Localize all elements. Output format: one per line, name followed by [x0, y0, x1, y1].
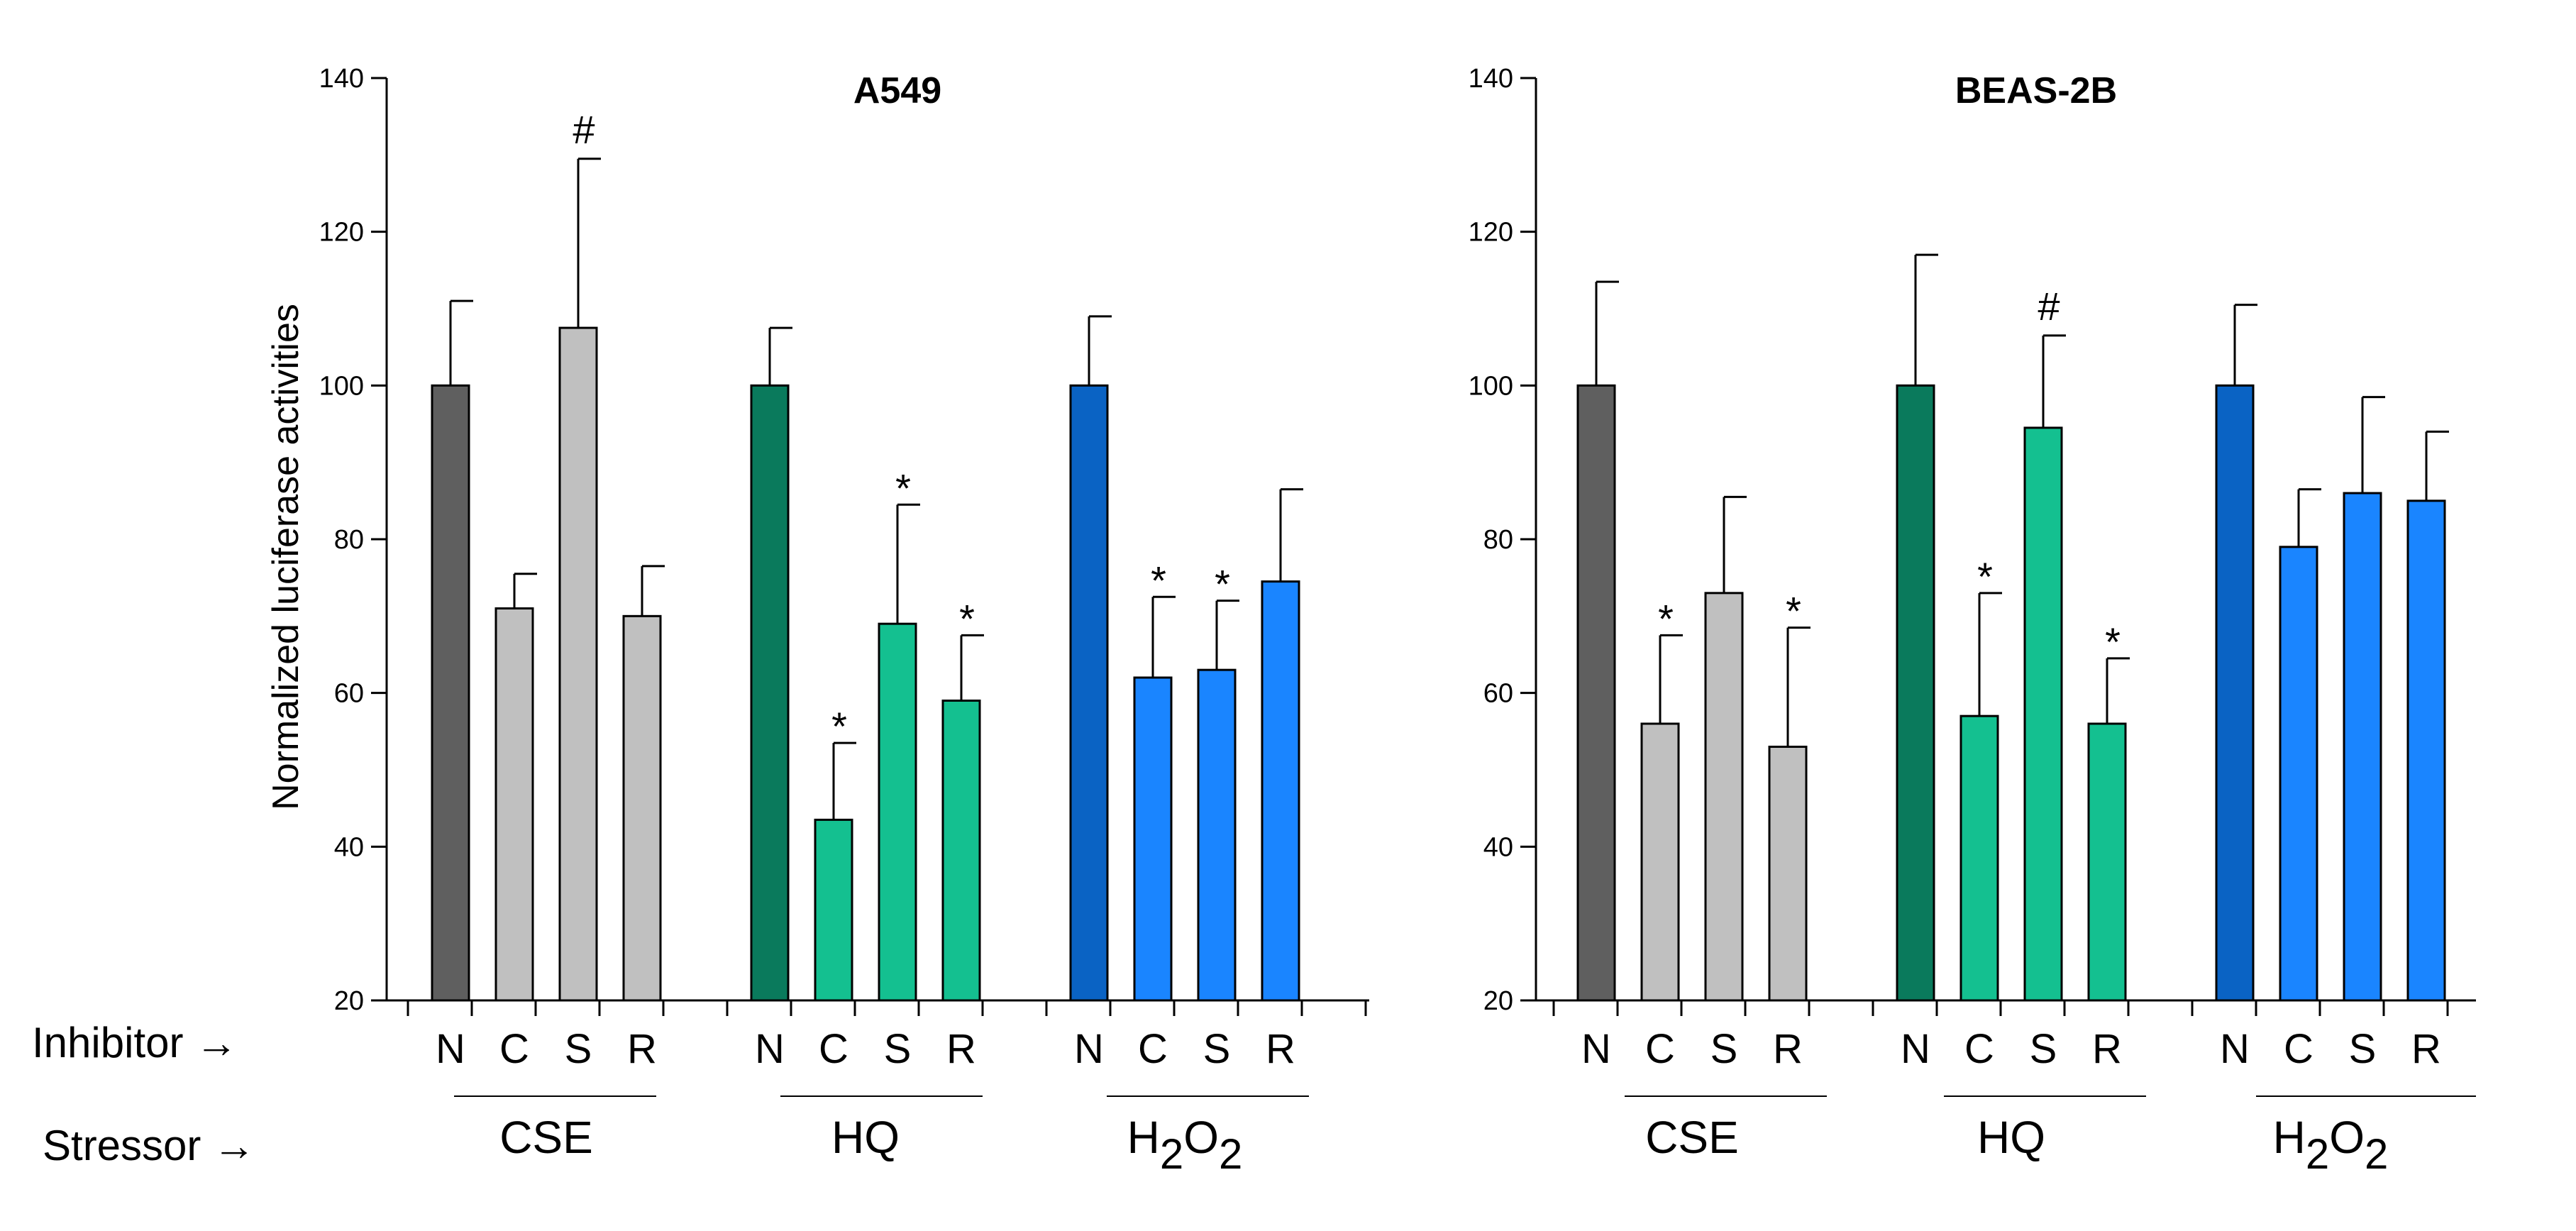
- significance-star: *: [2105, 619, 2121, 664]
- group-label-part: HQ: [1977, 1112, 2045, 1163]
- significance-star: *: [959, 596, 975, 641]
- bar-cse-r: [622, 614, 662, 1002]
- bar-hq-n: [750, 384, 790, 1002]
- group-label-part: O: [2329, 1112, 2365, 1163]
- x-category-label: R: [1773, 1026, 1803, 1072]
- group-label-part: O: [1183, 1112, 1219, 1163]
- y-tick-label: 100: [1469, 371, 1513, 401]
- x-category-label: S: [1710, 1026, 1738, 1072]
- y-tick-label: 40: [1483, 832, 1513, 862]
- x-category-label: S: [2349, 1026, 2377, 1072]
- x-category-label: N: [1074, 1026, 1104, 1072]
- bar-h-s: [2343, 492, 2382, 1002]
- x-category-label: C: [819, 1026, 848, 1072]
- y-axis-label: Normalized luciferase activities: [265, 304, 306, 810]
- y-tick-label: 80: [1483, 525, 1513, 555]
- y-tick-label: 60: [1483, 679, 1513, 709]
- bar-cse-r: [1768, 746, 1808, 1002]
- x-category-label: R: [2092, 1026, 2122, 1072]
- bar-h-c: [1133, 676, 1173, 1002]
- bar-h-n: [2215, 384, 2255, 1002]
- bar-hq-s: [878, 622, 917, 1002]
- significance-star: *: [1977, 554, 1993, 599]
- y-tick-label: 80: [334, 525, 364, 555]
- y-tick-label: 120: [319, 218, 364, 248]
- bar-hq-n: [1896, 384, 1935, 1002]
- x-category-label: C: [1964, 1026, 1994, 1072]
- y-tick-label: 60: [334, 679, 364, 709]
- x-category-label: S: [884, 1026, 912, 1072]
- bar-h-r: [2406, 499, 2446, 1002]
- group-label: CSE: [499, 1112, 593, 1163]
- bar-cse-n: [431, 384, 470, 1002]
- y-tick-label: 140: [319, 64, 364, 94]
- bar-hq-r: [941, 700, 981, 1002]
- stressor-row-label: Stressor →: [43, 1122, 255, 1169]
- y-tick-label: 40: [334, 832, 364, 862]
- y-tick-label: 20: [334, 986, 364, 1016]
- group-label: CSE: [1645, 1112, 1739, 1163]
- bar-cse-n: [1576, 384, 1616, 1002]
- x-category-label: S: [565, 1026, 592, 1072]
- x-category-label: C: [2284, 1026, 2314, 1072]
- x-category-label: R: [627, 1026, 657, 1072]
- x-category-label: R: [946, 1026, 976, 1072]
- group-label-part: HQ: [831, 1112, 900, 1163]
- group-label-subscript: 2: [2306, 1130, 2329, 1178]
- panel-a549: A549 Normalized luciferase activities 20 40…: [265, 64, 1369, 1178]
- group-label: HQ: [1977, 1112, 2045, 1163]
- bar-h-n: [1069, 384, 1109, 1002]
- x-category-label: C: [1645, 1026, 1675, 1072]
- group-label-part: CSE: [499, 1112, 593, 1163]
- bar-hq-s: [2023, 426, 2063, 1002]
- significance-hash: #: [573, 107, 595, 152]
- x-category-label: R: [1266, 1026, 1295, 1072]
- x-category-label: N: [755, 1026, 785, 1072]
- chart-title: A549: [853, 70, 941, 111]
- significance-star: *: [895, 465, 911, 510]
- bar-h-c: [2279, 546, 2318, 1002]
- bar-hq-r: [2087, 722, 2127, 1002]
- group-label-subscript: 2: [1219, 1130, 1242, 1178]
- y-tick-label: 120: [1469, 218, 1513, 248]
- x-category-label: N: [2220, 1026, 2250, 1072]
- bar-hq-c: [814, 818, 853, 1002]
- bar-h-r: [1261, 580, 1300, 1002]
- x-category-label: N: [1581, 1026, 1611, 1072]
- significance-star: *: [831, 704, 847, 749]
- x-category-label: C: [499, 1026, 529, 1072]
- group-label-part: CSE: [1645, 1112, 1739, 1163]
- bar-cse-s: [1704, 592, 1744, 1002]
- group-label: H2O2: [1127, 1112, 1243, 1178]
- group-label: HQ: [831, 1112, 900, 1163]
- bar-cse-s: [558, 326, 598, 1002]
- group-label-subscript: 2: [2365, 1130, 2388, 1178]
- significance-star: *: [1786, 589, 1801, 634]
- bar-hq-c: [1959, 714, 1999, 1002]
- y-tick-label: 20: [1483, 986, 1513, 1016]
- significance-hash: #: [2038, 284, 2060, 329]
- x-category-label: N: [1901, 1026, 1930, 1072]
- y-tick-label: 100: [319, 371, 364, 401]
- x-category-label: S: [2030, 1026, 2057, 1072]
- bar-cse-c: [1640, 722, 1680, 1002]
- x-category-label: C: [1138, 1026, 1168, 1072]
- chart-title: BEAS-2B: [1955, 70, 2117, 111]
- x-category-label: R: [2411, 1026, 2441, 1072]
- significance-star: *: [1658, 596, 1674, 641]
- bar-cse-c: [494, 607, 534, 1002]
- group-label-subscript: 2: [1160, 1130, 1183, 1178]
- significance-star: *: [1151, 558, 1166, 602]
- significance-star: *: [1215, 562, 1230, 607]
- y-tick-label: 140: [1469, 64, 1513, 94]
- x-category-label: N: [436, 1026, 465, 1072]
- group-label-part: H: [1127, 1112, 1160, 1163]
- bar-h-s: [1197, 668, 1237, 1002]
- group-label-part: H: [2273, 1112, 2306, 1163]
- x-category-label: S: [1203, 1026, 1231, 1072]
- group-label: H2O2: [2273, 1112, 2389, 1178]
- inhibitor-row-label: Inhibitor →: [32, 1019, 238, 1066]
